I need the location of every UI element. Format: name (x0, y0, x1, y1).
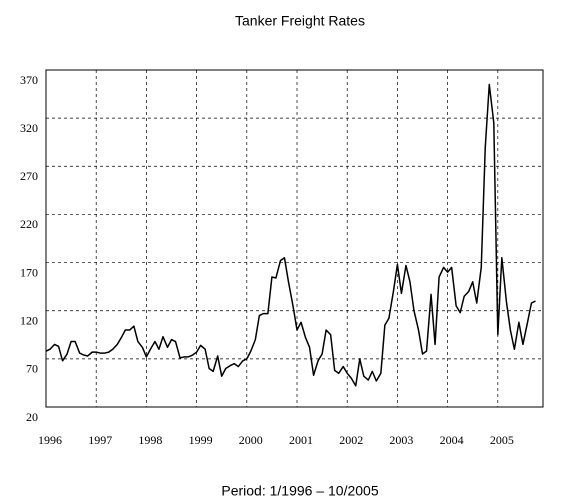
y-tick-label: 70 (26, 362, 38, 376)
y-tick-label: 320 (20, 121, 38, 135)
plot-frame (45, 69, 544, 408)
y-tick-label: 270 (20, 169, 38, 183)
x-tick-label: 2005 (490, 433, 514, 447)
x-tick-label: 2001 (289, 433, 313, 447)
x-tick-label: 1998 (138, 433, 162, 447)
data-line (45, 83, 536, 387)
x-tick-label: 2004 (440, 433, 464, 447)
x-tick-label: 1996 (38, 433, 62, 447)
x-tick-label: 2000 (239, 433, 263, 447)
y-tick-label: 20 (26, 410, 38, 424)
y-tick-label: 120 (20, 313, 38, 327)
y-tick-label: 370 (20, 73, 38, 87)
x-axis-title: Period: 1/1996 – 10/2005 (221, 483, 378, 499)
x-tick-label: 1997 (88, 433, 112, 447)
y-tick-label: 170 (20, 265, 38, 279)
chart-title: Tanker Freight Rates (235, 13, 365, 29)
x-tick-label: 1999 (189, 433, 213, 447)
x-tick-label: 2003 (389, 433, 413, 447)
x-tick-label: 2002 (339, 433, 363, 447)
y-tick-label: 220 (20, 217, 38, 231)
